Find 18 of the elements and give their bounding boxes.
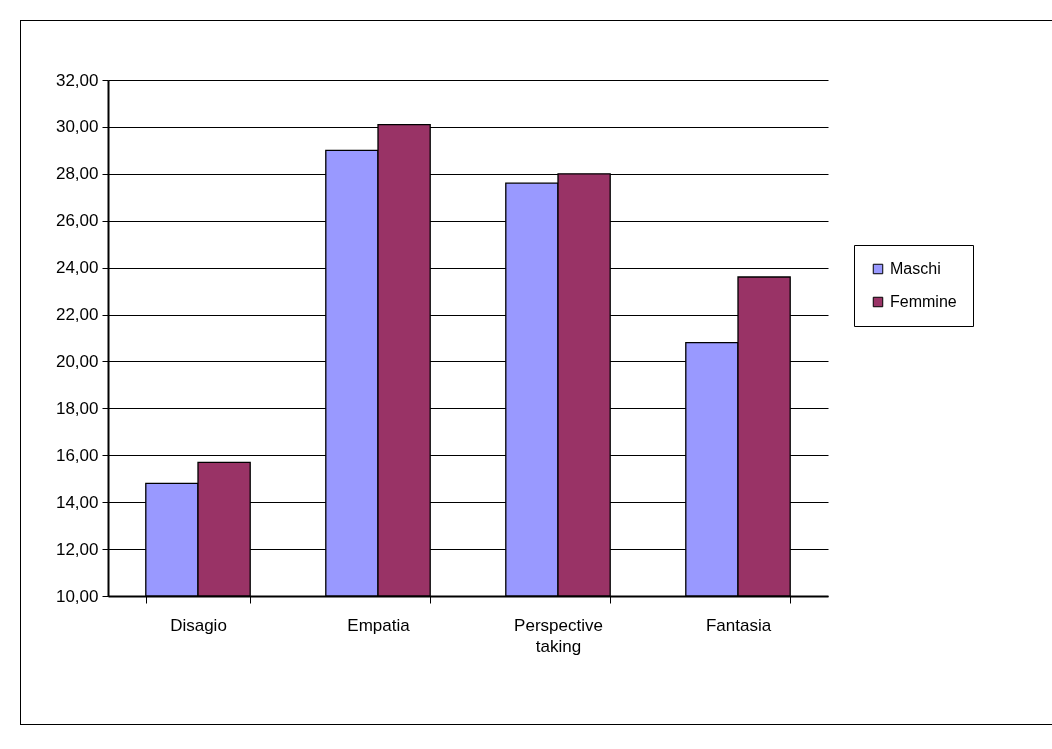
y-tick-label: 14,00 [55, 492, 99, 512]
y-tick-label: 10,00 [55, 586, 99, 606]
legend-label: Maschi [890, 260, 941, 277]
y-tick-label: 30,00 [55, 117, 99, 137]
y-tick-label: 26,00 [55, 211, 99, 231]
y-tick-label: 28,00 [55, 164, 99, 184]
y-tick-label: 12,00 [55, 539, 99, 559]
x-tick-label: Fantasia [705, 615, 772, 635]
y-tick-label: 32,00 [55, 70, 99, 90]
y-tick-label: 20,00 [55, 351, 99, 371]
y-tick-label: 18,00 [55, 398, 99, 418]
y-tick-label: 24,00 [55, 258, 99, 278]
x-tick-label: Empatia [347, 615, 411, 635]
y-tick-label: 22,00 [55, 305, 99, 325]
x-tick-label: Disagio [170, 615, 227, 635]
legend-label: Femmine [890, 293, 957, 310]
y-tick-label: 16,00 [55, 445, 99, 465]
x-tick-label: Perspective taking [514, 615, 603, 656]
